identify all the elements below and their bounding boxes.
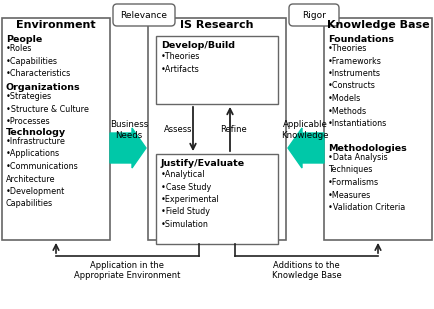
Text: People: People — [6, 35, 42, 44]
Bar — [148, 18, 286, 240]
FancyArrow shape — [288, 128, 324, 168]
FancyBboxPatch shape — [289, 4, 339, 26]
Text: Organizations: Organizations — [6, 83, 81, 92]
Text: Applicable
Knowledge: Applicable Knowledge — [281, 120, 329, 140]
FancyArrow shape — [110, 128, 146, 168]
Text: Relevance: Relevance — [121, 11, 168, 19]
Bar — [156, 36, 278, 104]
Text: IS Research: IS Research — [180, 20, 254, 30]
Text: Assess: Assess — [164, 125, 193, 133]
Bar — [156, 154, 278, 244]
Text: •Theories
•Frameworks
•Instruments
•Constructs
•Models
•Methods
•Instantiations: •Theories •Frameworks •Instruments •Cons… — [328, 44, 387, 128]
Bar — [2, 18, 110, 240]
Text: •Theories
•Artifacts: •Theories •Artifacts — [161, 52, 201, 74]
Text: Additions to the
Knowledge Base: Additions to the Knowledge Base — [272, 261, 342, 280]
Text: •Analytical
•Case Study
•Experimental
•Field Study
•Simulation: •Analytical •Case Study •Experimental •F… — [161, 170, 220, 229]
Text: Technology: Technology — [6, 128, 66, 137]
Text: Justify/Evaluate: Justify/Evaluate — [161, 159, 245, 168]
Text: Foundations: Foundations — [328, 35, 394, 44]
Text: Knowledge Base: Knowledge Base — [327, 20, 429, 30]
Text: •Roles
•Capabilities
•Characteristics: •Roles •Capabilities •Characteristics — [6, 44, 71, 78]
Text: Rigor: Rigor — [302, 11, 326, 19]
Text: Environment: Environment — [16, 20, 96, 30]
Text: •Data Analysis
Techniques
•Formalisms
•Measures
•Validation Criteria: •Data Analysis Techniques •Formalisms •M… — [328, 153, 405, 212]
Text: Application in the
Appropriate Environment: Application in the Appropriate Environme… — [74, 261, 181, 280]
Bar — [324, 18, 432, 240]
Text: Business
Needs: Business Needs — [110, 120, 148, 140]
Text: Refine: Refine — [220, 125, 247, 133]
Text: •Infrastructure
•Applications
•Communications
Architecture
•Development
Capabili: •Infrastructure •Applications •Communica… — [6, 137, 79, 209]
Text: Develop/Build: Develop/Build — [161, 41, 235, 50]
Text: Methodologies: Methodologies — [328, 144, 407, 153]
FancyBboxPatch shape — [113, 4, 175, 26]
Text: •Strategies
•Structure & Culture
•Processes: •Strategies •Structure & Culture •Proces… — [6, 92, 89, 126]
